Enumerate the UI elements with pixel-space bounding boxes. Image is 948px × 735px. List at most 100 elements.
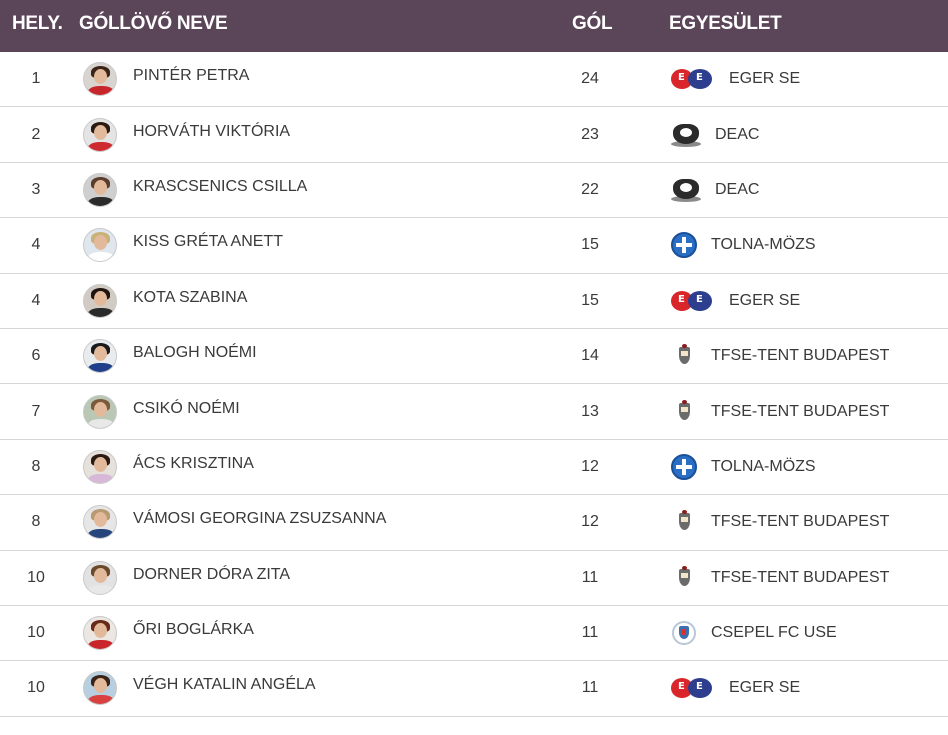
player-name[interactable]: CSIKÓ NOÉMI [133,399,240,417]
player-avatar[interactable] [83,449,117,484]
goals-cell: 15 [581,236,599,254]
table-row[interactable]: 10 DORNER DÓRA ZITA 11 TFSE-TENT BUDAPEST [0,551,948,606]
club-name: DEAC [715,180,760,198]
avatar-cell [82,606,118,660]
rank-cell: 10 [27,568,45,586]
player-avatar[interactable] [83,616,117,651]
player-name[interactable]: KISS GRÉTA ANETT [133,233,283,251]
player-name[interactable]: VÁMOSI GEORGINA ZSUZSANNA [133,510,387,528]
player-avatar[interactable] [83,117,117,152]
player-avatar[interactable] [83,394,117,429]
player-avatar[interactable] [83,671,117,706]
table-row[interactable]: 2 HORVÁTH VIKTÓRIA 23 DEAC [0,107,948,163]
table-row[interactable]: 8 VÁMOSI GEORGINA ZSUZSANNA 12 TFSE-TENT BU… [0,495,948,551]
header-player-name[interactable]: GÓLLÖVŐ NEVE [79,13,228,34]
player-name[interactable]: VÉGH KATALIN ANGÉLA [133,676,316,694]
player-avatar[interactable] [83,283,117,318]
club-name: CSEPEL FC USE [711,624,837,642]
table-row[interactable]: 3 KRASCSENICS CSILLA 22 DEAC [0,163,948,219]
player-name[interactable]: KRASCSENICS CSILLA [133,177,308,195]
deac-logo [671,122,701,148]
club-cell[interactable]: TOLNA-MÖZS [671,440,816,494]
club-cell[interactable]: DEAC [671,107,759,161]
player-avatar[interactable] [83,560,117,595]
table-row[interactable]: 8 ÁCS KRISZTINA 12 TOLNA-MÖZS [0,440,948,496]
club-cell[interactable]: E E EGER SE [671,52,800,106]
tfse-logo [671,565,697,590]
goals-cell: 12 [581,457,599,475]
player-avatar[interactable] [83,339,117,374]
tfse-logo [671,344,697,368]
player-name[interactable]: KOTA SZABINA [133,288,248,306]
header-goals[interactable]: GÓL [572,13,613,34]
tolna-mozs-logo [671,232,697,259]
player-name[interactable]: DORNER DÓRA ZITA [133,565,291,583]
player-name[interactable]: BALOGH NOÉMI [133,344,257,362]
csepel-logo [671,620,697,646]
header-rank[interactable]: HELY. [12,13,63,34]
avatar-cell [82,52,118,106]
rank-cell: 8 [31,513,41,531]
player-avatar[interactable] [83,62,117,97]
avatar-cell [82,495,118,549]
club-cell[interactable]: E E EGER SE [671,274,800,328]
table-row[interactable]: 7 CSIKÓ NOÉMI 13 TFSE-TENT BUDAPEST [0,384,948,440]
club-cell[interactable]: TOLNA-MÖZS [671,218,816,272]
rank-cell: 10 [27,624,45,642]
rank-cell: 8 [31,457,41,475]
rank-cell: 1 [31,70,41,88]
rank-cell: 7 [31,402,41,420]
rank-cell: 10 [27,679,45,697]
table-row[interactable]: 4 KISS GRÉTA ANETT 15 TOLNA-MÖZS [0,218,948,274]
table-header: HELY. GÓLLÖVŐ NEVE GÓL EGYESÜLET [0,0,948,52]
club-cell[interactable]: E E EGER SE [671,661,800,715]
club-name: TFSE-TENT BUDAPEST [711,513,890,531]
player-avatar[interactable] [83,172,117,207]
player-avatar[interactable] [83,228,117,263]
club-cell[interactable]: TFSE-TENT BUDAPEST [671,329,889,383]
avatar-cell [82,218,118,272]
rank-cell: 4 [31,291,41,309]
player-name[interactable]: PINTÉR PETRA [133,67,250,85]
rank-cell: 4 [31,236,41,254]
club-cell[interactable]: TFSE-TENT BUDAPEST [671,384,889,438]
table-body: 1 PINTÉR PETRA 24 E E EGER SE 2 HORVÁTH VIKTÓRI… [0,52,948,717]
table-row[interactable]: 10 VÉGH KATALIN ANGÉLA 11 E E EGER SE [0,661,948,717]
goals-cell: 24 [581,70,599,88]
goals-cell: 22 [581,180,599,198]
table-row[interactable]: 10 ŐRI BOGLÁRKA 11 CSEPEL FC USE [0,606,948,662]
avatar-cell [82,661,118,715]
club-cell[interactable]: CSEPEL FC USE [671,606,837,660]
club-name: TFSE-TENT BUDAPEST [711,347,890,365]
tolna-mozs-logo [671,453,697,480]
club-name: TFSE-TENT BUDAPEST [711,402,890,420]
table-row[interactable]: 6 BALOGH NOÉMI 14 TFSE-TENT BUDAPEST [0,329,948,385]
goals-cell: 14 [581,347,599,365]
table-row[interactable]: 4 KOTA SZABINA 15 E E EGER SE [0,274,948,329]
goals-cell: 11 [581,679,599,697]
avatar-cell [82,329,118,383]
goals-cell: 15 [581,291,599,309]
player-name[interactable]: ÁCS KRISZTINA [133,454,254,472]
goals-cell: 11 [581,568,599,586]
club-name: TOLNA-MÖZS [711,457,816,475]
player-avatar[interactable] [83,505,117,540]
rank-cell: 2 [31,125,41,143]
club-name: EGER SE [729,291,801,309]
avatar-cell [82,384,118,438]
club-cell[interactable]: DEAC [671,163,759,217]
club-cell[interactable]: TFSE-TENT BUDAPEST [671,551,889,605]
player-name[interactable]: ŐRI BOGLÁRKA [133,621,254,639]
avatar-cell [82,107,118,161]
tfse-logo [671,399,697,424]
goals-cell: 13 [581,402,599,420]
club-name: TFSE-TENT BUDAPEST [711,568,890,586]
avatar-cell [82,440,118,494]
table-row[interactable]: 1 PINTÉR PETRA 24 E E EGER SE [0,52,948,108]
club-cell[interactable]: TFSE-TENT BUDAPEST [671,495,889,549]
player-name[interactable]: HORVÁTH VIKTÓRIA [133,122,291,140]
header-club[interactable]: EGYESÜLET [669,13,782,34]
